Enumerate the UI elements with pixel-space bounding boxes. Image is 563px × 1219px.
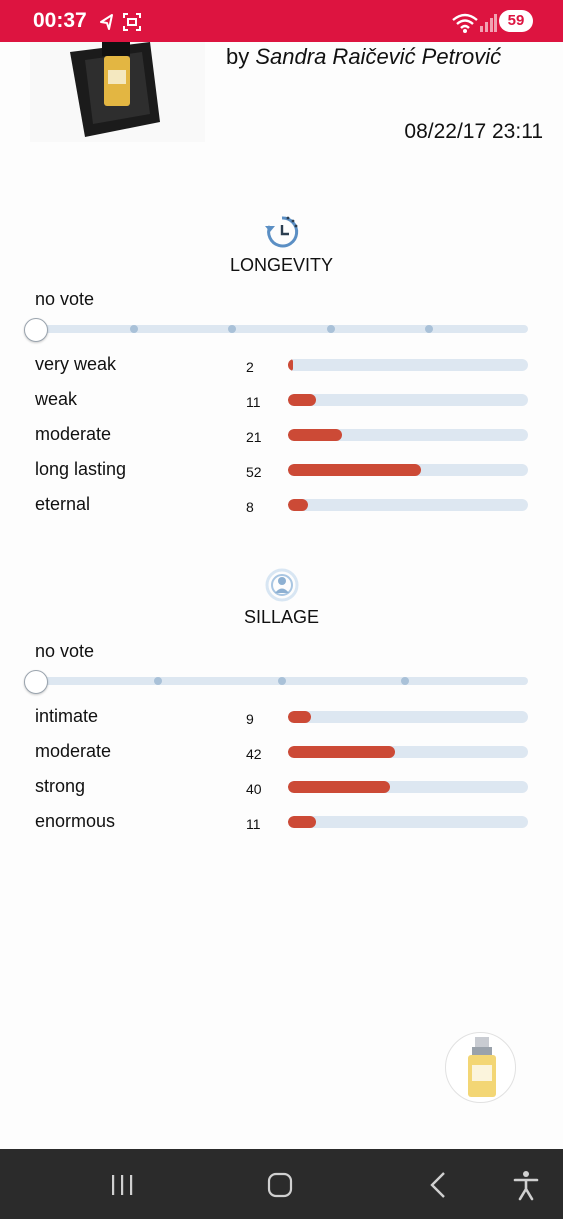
longevity-row-very-weak: very weak 2 [0,354,563,378]
status-bar: 00:37 59 [0,0,563,42]
vote-count: 11 [246,816,261,832]
vote-count: 2 [246,359,254,375]
perfume-floating-button[interactable] [445,1032,516,1103]
vote-label: intimate [35,706,99,726]
accessibility-icon [513,1171,539,1201]
status-time: 00:37 [33,9,87,32]
vote-bar [288,429,528,441]
slider-thumb[interactable] [24,318,48,342]
vote-label: moderate [35,424,112,444]
perfume-bottle-icon [468,1037,496,1097]
longevity-title: LONGEVITY [229,255,334,275]
slider-step[interactable] [326,325,335,333]
vote-count: 9 [246,711,254,727]
vote-label: strong [35,776,86,796]
slider-thumb[interactable] [24,670,48,694]
by-label: by [226,44,250,69]
vote-count: 21 [246,429,262,445]
designer-line: by Sandra Raičević Petrović [226,44,501,70]
vote-bar-fill [288,781,390,793]
vote-bar [288,711,528,723]
longevity-row-eternal: eternal 8 [0,494,563,518]
vote-bar-fill [288,394,317,406]
wifi-icon [452,13,478,38]
vote-count: 52 [246,464,262,480]
vote-bar [288,816,528,828]
designer-name[interactable]: Sandra Raičević Petrović [255,44,502,69]
sillage-person-icon [262,564,302,604]
vote-label: moderate [35,741,112,761]
perfume-thumbnail[interactable] [30,42,205,142]
sillage-vote-slider[interactable] [24,670,528,694]
slider-step[interactable] [425,325,434,333]
recent-apps-icon [112,1175,133,1195]
vote-bar [288,746,528,758]
slider-step[interactable] [154,677,163,685]
system-navigation-bar [0,1149,563,1219]
vote-bar-fill [288,816,317,828]
navigation-icon [97,12,117,37]
home-button[interactable] [250,1149,310,1219]
back-icon [430,1172,445,1198]
longevity-clock-icon [262,212,302,252]
vote-bar-fill [288,464,421,476]
accessibility-button[interactable] [496,1149,556,1219]
vote-bar [288,359,528,371]
recent-apps-button[interactable] [92,1149,152,1219]
sillage-row-enormous: enormous 11 [0,811,563,835]
screenshot-icon [122,12,142,37]
longevity-row-long-lasting: long lasting 52 [0,459,563,483]
vote-bar-fill [288,711,311,723]
slider-step[interactable] [400,677,409,685]
date-time: 08/22/17 23:11 [404,120,543,143]
sillage-vote-status: no vote [35,641,95,661]
sillage-row-moderate: moderate 42 [0,741,563,765]
slider-step[interactable] [228,325,237,333]
battery-indicator: 59 [499,10,533,32]
vote-bar [288,394,528,406]
vote-count: 11 [246,394,261,410]
home-icon [267,1172,293,1198]
vote-bar-fill [288,746,396,758]
sillage-row-intimate: intimate 9 [0,706,563,730]
signal-icon [479,14,497,37]
vote-count: 42 [246,746,262,762]
slider-step[interactable] [277,677,286,685]
sillage-title: SILLAGE [243,607,320,627]
vote-bar [288,464,528,476]
vote-label: weak [35,389,78,409]
back-button[interactable] [408,1149,468,1219]
longevity-vote-status: no vote [35,289,95,309]
longevity-vote-slider[interactable] [24,318,528,342]
vote-label: very weak [35,354,117,374]
vote-bar-fill [288,499,309,511]
vote-bar-fill [288,359,294,371]
vote-label: long lasting [35,459,127,479]
longevity-row-moderate: moderate 21 [0,424,563,448]
vote-bar-fill [288,429,342,441]
vote-bar [288,499,528,511]
slider-step[interactable] [129,325,138,333]
vote-count: 8 [246,499,254,515]
sillage-row-strong: strong 40 [0,776,563,800]
vote-label: eternal [35,494,91,514]
longevity-row-weak: weak 11 [0,389,563,413]
vote-label: enormous [35,811,116,831]
vote-count: 40 [246,781,262,797]
vote-bar [288,781,528,793]
